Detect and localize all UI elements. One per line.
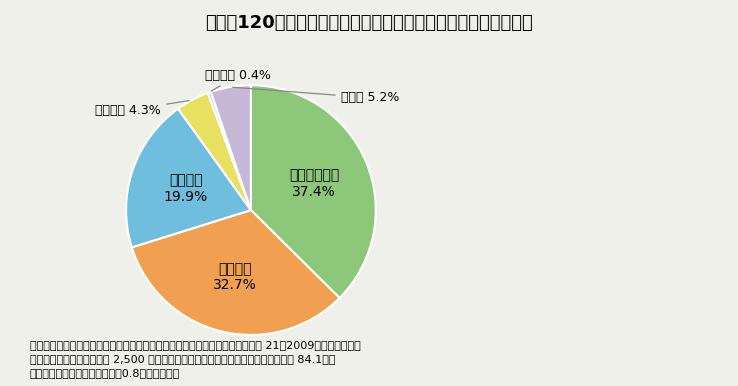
Text: 購買事業
19.9%: 購買事業 19.9%: [164, 174, 208, 204]
Text: 図２－120　農業者が強化してほしいと思う農業協同組合の事業: 図２－120 農業者が強化してほしいと思う農業協同組合の事業: [205, 14, 533, 32]
Wedge shape: [132, 210, 339, 335]
Wedge shape: [178, 93, 251, 210]
Wedge shape: [211, 85, 251, 210]
Text: 販売事業
32.7%: 販売事業 32.7%: [213, 262, 257, 292]
Text: 信用事業 4.3%: 信用事業 4.3%: [95, 101, 189, 117]
Text: 共済事業 0.4%: 共済事業 0.4%: [205, 69, 272, 91]
Wedge shape: [126, 109, 251, 247]
Text: 資料：農林水産省「農業協同組合の経済事業に関する意識・意向調査」（平成 21（2009）年３月公表）
　注：１）農業者モニター 2,500 人を対象として実施し: 資料：農林水産省「農業協同組合の経済事業に関する意識・意向調査」（平成 21（2…: [30, 340, 360, 378]
Text: 営農指導事業
37.4%: 営農指導事業 37.4%: [289, 169, 339, 199]
Wedge shape: [251, 85, 376, 298]
Wedge shape: [208, 92, 251, 210]
Text: その他 5.2%: その他 5.2%: [232, 87, 399, 104]
